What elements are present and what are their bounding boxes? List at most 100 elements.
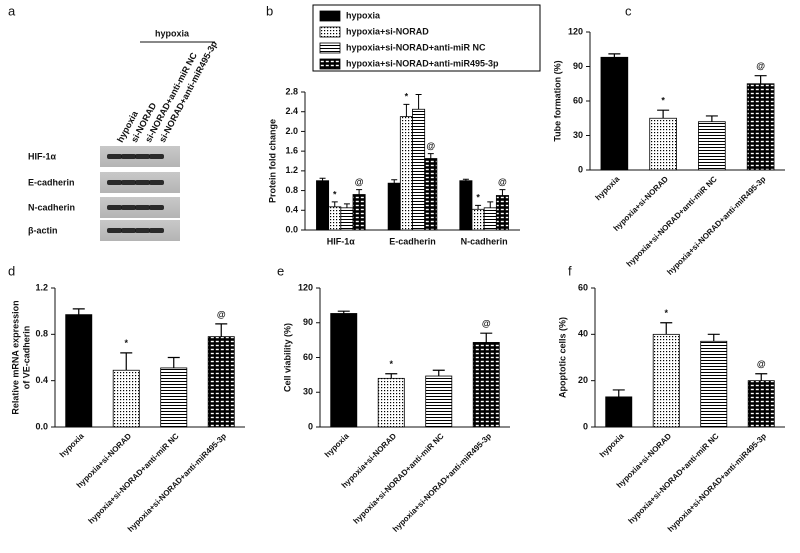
bar <box>600 56 629 171</box>
band <box>135 228 150 233</box>
x-tick-label: hypoxia+si-NORAD+anti-miR NC <box>87 431 181 525</box>
y-tick-label: 0 <box>308 421 313 431</box>
bar <box>316 180 330 231</box>
panel-letter: a <box>8 3 16 18</box>
x-tick-label: HIF-1α <box>327 236 356 246</box>
y-tick-label: 120 <box>298 282 313 292</box>
bar <box>471 208 485 231</box>
bar <box>412 108 426 231</box>
error-bar <box>755 373 768 381</box>
legend-label: hypoxia+si-NORAD+anti-miR NC <box>346 42 486 52</box>
y-tick-label: 0.0 <box>285 224 298 234</box>
bar <box>330 313 358 428</box>
bar <box>425 375 453 428</box>
band <box>107 180 122 185</box>
x-tick-label: E-cadherin <box>389 236 436 246</box>
y-tick-label: 40 <box>578 329 588 339</box>
band <box>149 180 164 185</box>
error-bar <box>462 178 469 181</box>
significance-mark: @ <box>756 61 765 71</box>
band <box>121 180 136 185</box>
x-tick-label: hypoxia+si-NORAD+anti-miR495-3p <box>665 174 767 276</box>
legend-swatch <box>319 26 341 38</box>
legend-label: hypoxia+si-NORAD+anti-miR495-3p <box>346 58 499 68</box>
bar <box>352 194 366 231</box>
bar <box>377 377 405 428</box>
x-tick-label: N-cadherin <box>461 236 508 246</box>
y-tick-label: 2.0 <box>285 126 298 136</box>
y-tick-label: 30 <box>303 387 313 397</box>
error-bar <box>385 373 398 379</box>
x-tick-label: hypoxia <box>598 431 626 459</box>
x-tick-label: hypoxia+si-NORAD+anti-miR NC <box>627 431 721 525</box>
y-axis-label: Protein fold change <box>267 119 277 203</box>
significance-mark: @ <box>498 177 507 187</box>
legend-box <box>312 4 541 72</box>
error-bar <box>120 352 133 371</box>
band <box>135 180 150 185</box>
error-bar <box>215 323 228 337</box>
bar <box>328 206 342 231</box>
band <box>121 205 136 210</box>
error-bar <box>319 177 326 181</box>
y-tick-label: 60 <box>303 352 313 362</box>
legend-label: hypoxia+si-NORAD <box>346 26 429 36</box>
band <box>107 205 122 210</box>
y-tick-label: 60 <box>573 95 583 105</box>
x-tick-label: hypoxia <box>58 431 86 459</box>
error-bar <box>331 201 338 207</box>
y-tick-label: 0 <box>583 421 588 431</box>
significance-mark: @ <box>426 141 435 151</box>
band <box>107 228 122 233</box>
y-tick-label: 1.2 <box>285 165 298 175</box>
significance-mark: @ <box>217 309 226 319</box>
y-axis-label: Tube formation (%) <box>552 60 562 141</box>
error-bar <box>167 356 180 368</box>
y-tick-label: 60 <box>578 282 588 292</box>
panel-letter: d <box>8 263 15 278</box>
row-label: N-cadherin <box>28 202 75 212</box>
bar <box>340 207 354 231</box>
bar <box>747 380 775 428</box>
legend-swatch <box>319 58 341 70</box>
error-bar <box>480 332 493 343</box>
y-axis-label: Apoptotic cells (%) <box>557 317 567 398</box>
error-bar <box>660 322 673 335</box>
error-bar <box>487 201 494 208</box>
error-bar <box>391 179 398 184</box>
y-tick-label: 90 <box>303 317 313 327</box>
panel-letter: b <box>266 3 273 18</box>
significance-mark: @ <box>482 319 491 329</box>
x-tick-label: hypoxia+si-NORAD+anti-miR495-3p <box>126 431 228 533</box>
band <box>149 205 164 210</box>
y-axis-label: Relative mRNA expression <box>10 300 20 414</box>
panel-letter: c <box>625 3 632 18</box>
y-tick-label: 90 <box>573 61 583 71</box>
bar <box>495 195 509 231</box>
significance-mark: * <box>405 92 409 102</box>
y-tick-label: 0.4 <box>285 205 298 215</box>
bar <box>207 336 235 428</box>
band <box>149 228 164 233</box>
error-bar <box>707 333 720 342</box>
significance-mark: * <box>124 338 128 348</box>
bar <box>387 182 401 231</box>
legend-label: hypoxia <box>346 10 381 20</box>
x-tick-label: hypoxia+si-NORAD <box>612 174 671 233</box>
bar <box>112 369 140 428</box>
bar <box>65 314 93 428</box>
panel-letter: f <box>568 263 572 278</box>
error-bar <box>608 53 621 58</box>
panel-letter: e <box>277 263 284 278</box>
significance-mark: * <box>476 193 480 203</box>
bar <box>399 116 413 231</box>
y-tick-label: 1.2 <box>35 282 48 292</box>
error-bar <box>427 153 434 159</box>
bar <box>605 396 633 428</box>
bar <box>700 340 728 428</box>
y-tick-label: 120 <box>568 26 583 36</box>
y-axis-label: Cell viability (%) <box>282 323 292 392</box>
row-label: E-cadherin <box>28 177 75 187</box>
y-tick-label: 30 <box>573 130 583 140</box>
